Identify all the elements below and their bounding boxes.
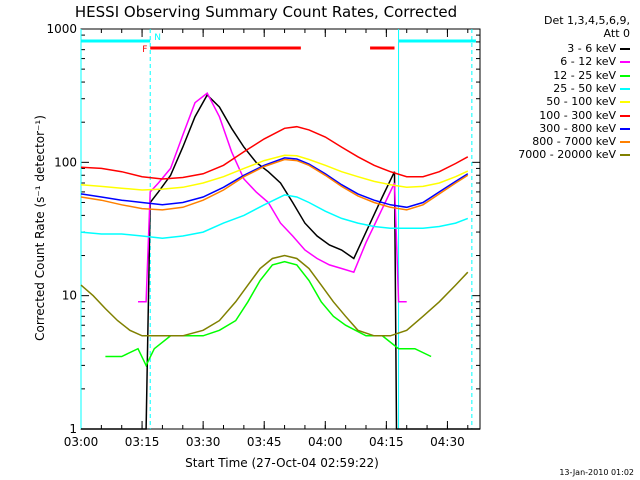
- legend-swatch: [620, 61, 630, 64]
- legend-swatch: [620, 114, 630, 117]
- y-tick-label: 1: [69, 422, 77, 436]
- legend-entry: 300 - 800 keV: [539, 122, 630, 135]
- legend-entry: 100 - 300 keV: [539, 109, 630, 122]
- legend-swatch: [620, 87, 630, 90]
- series-line: [105, 260, 432, 368]
- series-line: [80, 158, 469, 211]
- legend-entry-label: 25 - 50 keV: [553, 81, 616, 95]
- legend-entry-label: 6 - 12 keV: [560, 55, 616, 69]
- x-axis-title: Start Time (27-Oct-04 02:59:22): [185, 456, 379, 470]
- series-line: [80, 125, 469, 180]
- x-tick-label: 03:00: [64, 435, 99, 449]
- series-line: [80, 154, 469, 191]
- legend-entry-label: 800 - 7000 keV: [532, 135, 616, 149]
- legend-swatch: [620, 141, 630, 144]
- legend-swatch: [620, 127, 630, 130]
- legend-entry: 3 - 6 keV: [567, 42, 630, 55]
- x-tick-label: 03:30: [186, 435, 221, 449]
- footer-date: 13-Jan-2010 01:02: [559, 468, 634, 477]
- plot-area: 1 10 100 1000 03:00 03:15 03:30 03:45 04:00 04:15…: [46, 22, 481, 449]
- series-line: [80, 254, 469, 337]
- legend-entry-label: 100 - 300 keV: [539, 108, 616, 122]
- y-tick-label: 100: [54, 155, 77, 169]
- x-tick-label: 04:30: [430, 435, 465, 449]
- chart-title: HESSI Observing Summary Count Rates, Cor…: [75, 3, 457, 21]
- x-tick-label: 04:15: [369, 435, 404, 449]
- x-tick-label: 03:15: [125, 435, 160, 449]
- x-tick-label: 03:45: [247, 435, 282, 449]
- legend-swatch: [620, 154, 630, 157]
- legend-entry: 7000 - 20000 keV: [518, 148, 630, 161]
- y-axis-title: Corrected Count Rate (s⁻¹ detector⁻¹): [33, 115, 47, 341]
- y-tick-label: 10: [62, 289, 77, 303]
- legend-entry-label: 50 - 100 keV: [546, 95, 616, 109]
- legend-entry-label: 7000 - 20000 keV: [518, 148, 616, 162]
- legend-entry: 800 - 7000 keV: [532, 135, 630, 148]
- y-tick-label: 1000: [46, 22, 77, 36]
- legend-swatch: [620, 48, 630, 50]
- status-bar-label: N: [154, 33, 161, 43]
- legend-entry: 6 - 12 keV: [560, 55, 630, 68]
- legend-entry-label: 300 - 800 keV: [539, 121, 616, 135]
- x-tick-label: 04:00: [308, 435, 343, 449]
- legend-entry: 50 - 100 keV: [546, 95, 630, 108]
- series-line: [80, 157, 469, 209]
- series-line: [81, 93, 480, 430]
- legend-header-detectors: Det 1,3,4,5,6,9,: [543, 14, 630, 27]
- legend-entry-label: 12 - 25 keV: [553, 68, 616, 82]
- legend-entry: 12 - 25 keV: [553, 69, 630, 82]
- legend-swatch: [620, 74, 630, 77]
- legend-swatch: [620, 101, 630, 104]
- series-line: [80, 194, 469, 239]
- status-bar-label: F: [142, 45, 147, 55]
- legend-header-attenuator: Att 0: [603, 27, 630, 40]
- legend-entry-label: 3 - 6 keV: [567, 42, 616, 55]
- legend-entry: 25 - 50 keV: [553, 82, 630, 95]
